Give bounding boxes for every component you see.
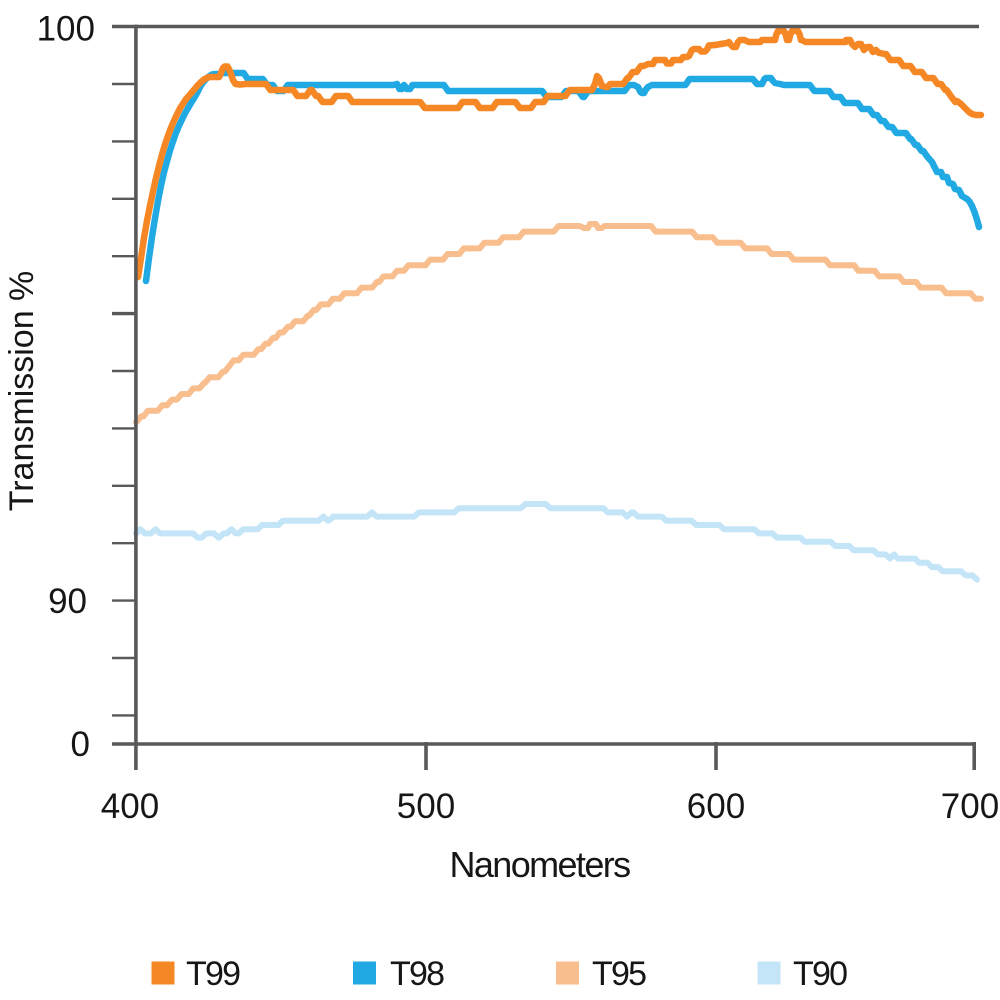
svg-text:Nanometers: Nanometers	[449, 844, 630, 885]
svg-text:T95: T95	[592, 955, 646, 993]
svg-text:100: 100	[37, 10, 95, 49]
svg-text:500: 500	[397, 787, 455, 826]
svg-text:90: 90	[48, 582, 87, 621]
svg-text:700: 700	[941, 787, 999, 826]
svg-text:400: 400	[101, 787, 159, 826]
svg-text:Transmission %: Transmission %	[3, 271, 41, 512]
svg-text:T99: T99	[186, 955, 240, 993]
svg-text:T98: T98	[390, 955, 444, 993]
svg-text:T90: T90	[793, 955, 847, 993]
svg-text:0: 0	[71, 725, 90, 764]
svg-text:600: 600	[687, 787, 745, 826]
